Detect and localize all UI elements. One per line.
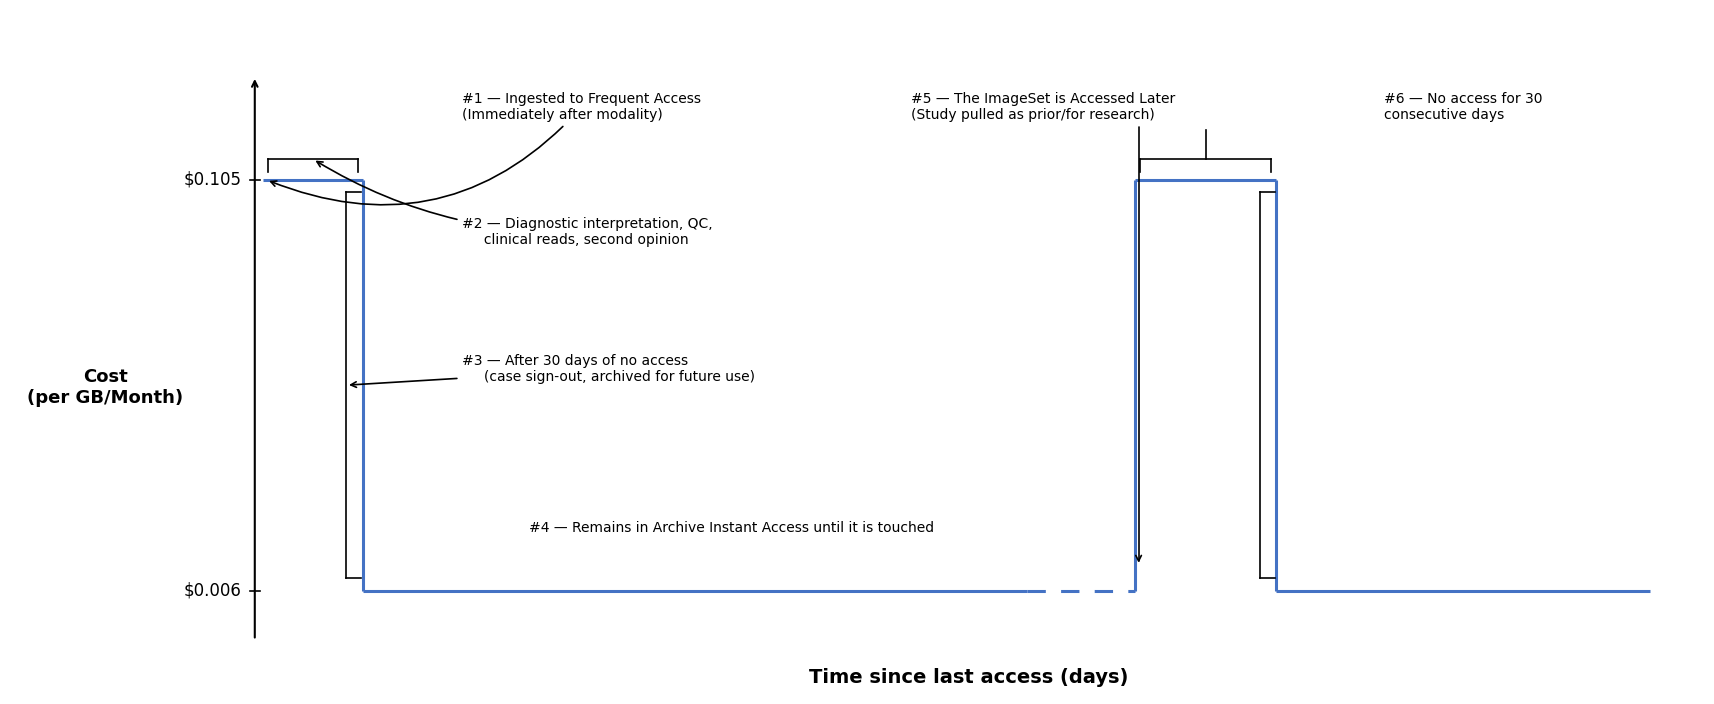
Text: #4 — Remains in Archive Instant Access until it is touched: #4 — Remains in Archive Instant Access u… [530, 522, 934, 535]
Text: #2 — Diagnostic interpretation, QC,
     clinical reads, second opinion: #2 — Diagnostic interpretation, QC, clin… [317, 161, 713, 247]
Text: $0.105: $0.105 [183, 171, 242, 189]
Text: #1 — Ingested to Frequent Access
(Immediately after modality): #1 — Ingested to Frequent Access (Immedi… [271, 92, 701, 205]
Text: #5 — The ImageSet is Accessed Later
(Study pulled as prior/for research): #5 — The ImageSet is Accessed Later (Stu… [912, 92, 1176, 561]
Text: Cost
(per GB/Month): Cost (per GB/Month) [27, 368, 183, 407]
Text: Time since last access (days): Time since last access (days) [809, 668, 1130, 687]
Text: #6 — No access for 30
consecutive days: #6 — No access for 30 consecutive days [1385, 92, 1543, 122]
Text: #3 — After 30 days of no access
     (case sign-out, archived for future use): #3 — After 30 days of no access (case si… [351, 354, 756, 387]
Text: $0.006: $0.006 [183, 582, 242, 600]
